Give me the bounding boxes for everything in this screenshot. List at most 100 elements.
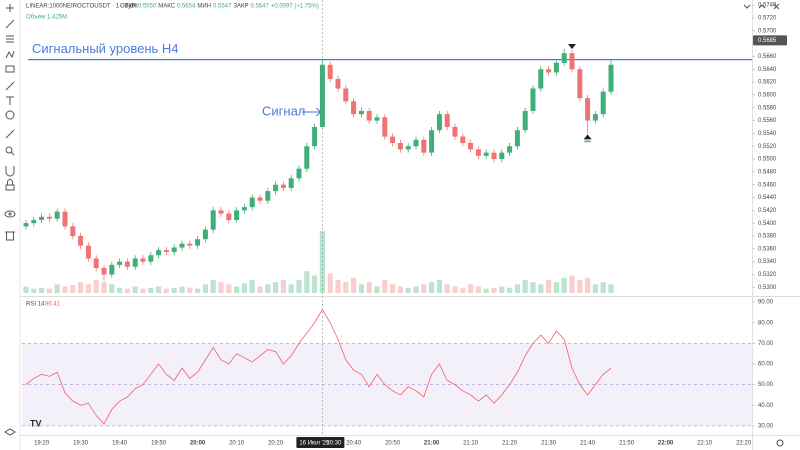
volume-bar: [70, 285, 76, 293]
candle-body: [475, 149, 481, 156]
volume-bar: [132, 286, 138, 293]
candle-body: [319, 64, 325, 127]
candle-body: [468, 143, 474, 150]
expand-button[interactable]: [758, 4, 766, 9]
ohlc-label: ОТКР: [120, 4, 136, 10]
volume-bar: [335, 279, 341, 293]
sell-marker: [568, 44, 576, 50]
close-button[interactable]: [773, 3, 780, 10]
rsi-legend-value: 86.41: [45, 302, 61, 308]
candle-body: [507, 146, 513, 153]
candle-body: [522, 110, 528, 131]
candle-body: [234, 210, 240, 220]
price-tick-label: 0.5740: [758, 3, 777, 9]
pattern-tool[interactable]: [5, 50, 15, 59]
magnet-tool[interactable]: [5, 166, 15, 177]
layers-tool[interactable]: [4, 428, 16, 436]
toolbar: [4, 0, 21, 450]
ohlc-label: ЗАКР: [233, 4, 248, 10]
volume-bar: [23, 286, 29, 293]
ohlc-value: 0.5547: [213, 4, 232, 10]
crosshair-time: 20:30: [326, 441, 342, 447]
ohlc-label: МАКС: [158, 4, 175, 10]
zoom-tool[interactable]: [5, 146, 15, 156]
candle-body: [195, 239, 201, 246]
candle-body: [62, 211, 68, 227]
price-marker-box: [753, 35, 787, 46]
volume-bar: [577, 279, 583, 293]
line-tool[interactable]: [5, 19, 15, 29]
candle-body: [257, 197, 263, 201]
crosshair-tool[interactable]: [6, 4, 14, 12]
candle-body: [553, 62, 559, 73]
lock-tool[interactable]: [5, 179, 15, 191]
volume-bar: [210, 279, 216, 293]
signal-level-label: Сигнальный уровень H4: [32, 41, 179, 56]
volume-bar: [444, 284, 450, 293]
symbol: LINEAR:1000NEIROCTOUSDT · 1 · Bybit: [26, 4, 138, 10]
candle-body: [140, 258, 146, 262]
time-tick-label: 21:20: [502, 441, 518, 447]
price-tick-label: 0.5340: [758, 259, 777, 265]
delete-tool[interactable]: [5, 231, 15, 241]
top-controls: [743, 3, 780, 10]
volume-bar: [405, 287, 411, 293]
volume-bar: [475, 286, 481, 293]
measure-tool[interactable]: [5, 65, 15, 73]
volume-bar: [421, 284, 427, 293]
candle-body: [491, 152, 497, 160]
candle-body: [358, 110, 364, 115]
text-tool[interactable]: [6, 96, 14, 105]
candle-body: [46, 216, 52, 219]
candle-body: [218, 210, 224, 214]
volume-bar: [265, 284, 271, 293]
candle-body: [538, 69, 544, 89]
volume-bar: [296, 279, 302, 293]
candle-body: [273, 184, 279, 192]
candle-body: [413, 139, 419, 147]
emoji-tool[interactable]: [5, 110, 15, 120]
volume-bar: [273, 282, 279, 293]
candle-body: [397, 143, 403, 150]
rsi-tick-label: 90.00: [758, 300, 774, 306]
rsi-tick-label: 80.00: [758, 320, 774, 326]
buy-marker: [583, 134, 592, 140]
volume-bar: [304, 271, 310, 293]
volume-bar: [288, 284, 294, 293]
fib-tool[interactable]: [6, 35, 14, 43]
candle-body: [436, 114, 442, 131]
volume-bar: [39, 287, 45, 293]
volume-bar: [436, 279, 442, 293]
candle-body: [124, 261, 130, 267]
candle-body: [101, 268, 107, 275]
volume-bar: [54, 284, 60, 293]
settings-icon[interactable]: [776, 439, 784, 447]
price-tick-label: 0.5580: [758, 105, 777, 111]
volume-bar: [124, 288, 130, 293]
volume-legend-value: 1.425M: [47, 15, 67, 21]
ruler-tool[interactable]: [5, 129, 15, 139]
price-tick-label: 0.5560: [758, 118, 777, 124]
volume-bar: [592, 284, 598, 293]
volume-bar: [101, 282, 107, 293]
candle-body: [343, 88, 349, 102]
volume-bar: [460, 287, 466, 293]
eye-tool[interactable]: [4, 210, 16, 218]
price-tick-label: 0.5660: [758, 54, 777, 60]
candle-body: [78, 236, 84, 246]
volume-bar: [561, 277, 567, 293]
volume-bar: [226, 284, 232, 293]
volume-bar: [62, 286, 68, 293]
candle-body: [483, 152, 489, 156]
time-tick-label: 20:20: [268, 441, 284, 447]
price-tick-label: 0.5700: [758, 28, 777, 34]
collapse-button[interactable]: [743, 4, 751, 9]
volume-bar: [390, 284, 396, 293]
price-tick-label: 0.5320: [758, 272, 777, 278]
volume-bar: [249, 279, 255, 293]
time-tick-label: 20:00: [190, 441, 206, 447]
candle-body: [288, 178, 294, 188]
brush-tool[interactable]: [5, 81, 15, 91]
volume-bar: [117, 287, 123, 293]
